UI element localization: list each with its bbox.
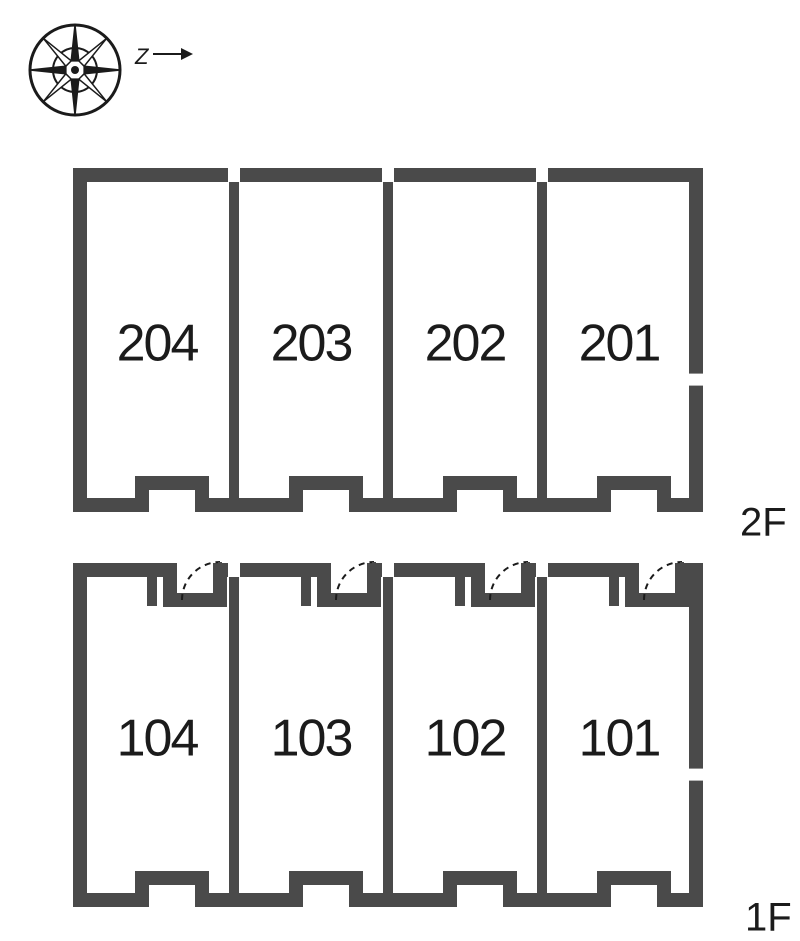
floor-label: 1F: [745, 896, 792, 940]
unit-label: 201: [579, 314, 660, 372]
unit-label: 101: [579, 709, 660, 767]
floor-label: 2F: [740, 501, 787, 545]
unit-label: 103: [271, 709, 352, 767]
compass: Z: [30, 25, 193, 115]
floor-1F: 104 103 102 101 1F: [80, 562, 792, 940]
floor-2F: 204 203 202 201 2F: [80, 167, 787, 545]
compass-direction-label: Z: [134, 44, 150, 69]
unit-label: 102: [425, 709, 506, 767]
unit-label: 204: [117, 314, 199, 372]
unit-label: 104: [117, 709, 199, 767]
unit-label: 202: [425, 314, 506, 372]
unit-label: 203: [271, 314, 352, 372]
floor-plan-diagram: Z 204 203 202 201 2F 104 103 102 101 1F: [0, 0, 800, 941]
